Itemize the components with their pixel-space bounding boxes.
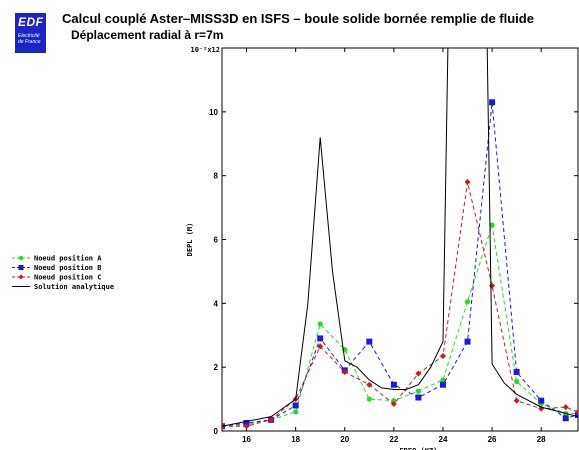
- x-tick-label: 28: [537, 435, 546, 444]
- y-multiplier-label: 10⁻²x12: [190, 46, 220, 54]
- data-point: [366, 338, 373, 345]
- logo-sub-line-1: Electricité: [18, 33, 40, 39]
- data-point: [415, 388, 422, 394]
- x-axis-label: FREQ (HZ): [399, 447, 437, 450]
- data-point: [464, 179, 471, 186]
- data-point: [415, 370, 422, 377]
- legend-label-1: Noeud position A: [34, 255, 102, 263]
- y-tick-label: 2: [214, 363, 219, 372]
- series-line-4: [222, 48, 578, 427]
- data-point: [341, 368, 348, 375]
- y-tick-label: 8: [214, 172, 219, 181]
- logo-sub-line-2: de France: [18, 39, 41, 45]
- chart-subtitle: Déplacement radial à r=7m: [71, 28, 224, 42]
- logo-main-text: EDF: [18, 15, 44, 29]
- data-point: [317, 343, 324, 350]
- data-point: [391, 398, 397, 404]
- data-point: [366, 381, 373, 388]
- data-point: [562, 404, 569, 411]
- chart-title: Calcul couplé Aster–MISS3D en ISFS – bou…: [62, 11, 534, 26]
- x-tick-label: 26: [488, 435, 497, 444]
- y-axis-label: DEPL (M): [186, 223, 194, 257]
- legend-label-4: Solution analytique: [34, 283, 114, 291]
- data-point: [439, 352, 446, 359]
- data-point: [562, 415, 569, 422]
- legend-label-2: Noeud position B: [34, 264, 101, 272]
- data-point: [243, 420, 250, 427]
- logo-sub-text: Electricité de France: [18, 33, 41, 45]
- legend-marker: [18, 265, 24, 270]
- x-tick-label: 24: [439, 435, 448, 444]
- series-line-2: [222, 102, 578, 427]
- x-tick-label: 22: [389, 435, 398, 444]
- data-point: [292, 402, 299, 409]
- data-point: [390, 381, 397, 388]
- series-line-1: [222, 224, 578, 427]
- series-line-3: [222, 181, 578, 427]
- edf-logo: EDF Electricité de France: [15, 13, 46, 53]
- data-point: [317, 335, 324, 342]
- plot-frame: [221, 47, 579, 432]
- legend-marker: [18, 274, 24, 280]
- data-point: [489, 282, 496, 289]
- legend-label-3: Noeud position C: [34, 274, 101, 282]
- data-point: [243, 423, 250, 430]
- data-point: [514, 378, 520, 385]
- y-tick-label: 4: [214, 299, 219, 308]
- data-point: [575, 412, 578, 419]
- data-point: [489, 99, 496, 106]
- data-point: [317, 321, 323, 327]
- y-tick-label: 6: [214, 236, 219, 245]
- data-point: [575, 408, 578, 415]
- data-point: [464, 299, 471, 305]
- axis-labels: 10⁻²x12 DEPL (M) FREQ (HZ): [186, 46, 437, 450]
- data-point: [538, 397, 545, 404]
- data-point: [464, 338, 471, 345]
- data-point: [513, 368, 520, 375]
- data-point: [489, 222, 495, 228]
- x-tick-label: 20: [340, 435, 349, 444]
- y-tick-label: 10: [209, 108, 218, 117]
- legend-marker: [18, 255, 24, 261]
- data-point: [415, 394, 422, 401]
- data-point: [439, 381, 446, 388]
- data-point: [513, 397, 520, 404]
- y-tick-label: 0: [214, 427, 219, 436]
- x-tick-label: 18: [291, 435, 300, 444]
- data-point: [268, 416, 275, 423]
- data-point: [440, 377, 446, 383]
- series-clip-group: [222, 48, 578, 430]
- data-point: [390, 400, 397, 407]
- data-point: [293, 409, 299, 415]
- data-point: [366, 396, 372, 402]
- series-layer: [222, 48, 578, 430]
- x-tick-label: 16: [242, 435, 251, 444]
